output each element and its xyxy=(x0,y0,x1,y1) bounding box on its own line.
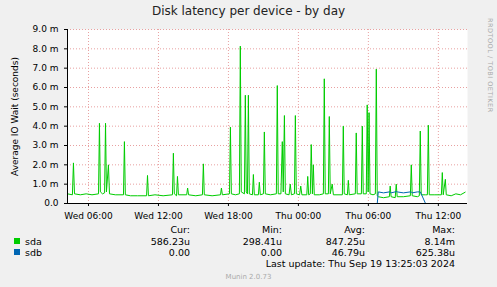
html-text:0.00: 0.00 xyxy=(260,247,282,258)
svg-text:5.0 m: 5.0 m xyxy=(33,102,59,112)
svg-text:Thu 06:00: Thu 06:00 xyxy=(345,211,392,221)
svg-text:Wed 06:00: Wed 06:00 xyxy=(64,211,113,221)
html-text:Max:: Max: xyxy=(432,224,455,235)
svg-text:Thu 12:00: Thu 12:00 xyxy=(414,211,461,221)
html-text:298.41u: 298.41u xyxy=(242,236,282,247)
html-text:Avg:: Avg: xyxy=(344,224,365,235)
html-text:0.00: 0.00 xyxy=(168,247,190,258)
svg-text:2.0 m: 2.0 m xyxy=(33,160,59,170)
html-text:Munin 2.0.73: Munin 2.0.73 xyxy=(225,273,272,281)
svg-text:9.0 m: 9.0 m xyxy=(33,24,59,34)
svg-text:Wed 12:00: Wed 12:00 xyxy=(134,211,183,221)
svg-text:Wed 18:00: Wed 18:00 xyxy=(204,211,253,221)
svg-text:Thu 00:00: Thu 00:00 xyxy=(275,211,322,221)
html-text:Disk latency per device - by d: Disk latency per device - by day xyxy=(151,4,346,18)
html-text:sda: sda xyxy=(25,236,42,247)
svg-text:8.0 m: 8.0 m xyxy=(33,44,59,54)
html-text:8.14m: 8.14m xyxy=(424,236,455,247)
html-text:RRDTOOL / TOBI OETIKER: RRDTOOL / TOBI OETIKER xyxy=(486,18,494,113)
html-text:847.25u: 847.25u xyxy=(325,236,365,247)
html-text:Cur:: Cur: xyxy=(170,224,190,235)
html-text:Min:: Min: xyxy=(261,224,282,235)
svg-text:Average IO Wait (seconds): Average IO Wait (seconds) xyxy=(10,57,20,176)
html-text:sdb: sdb xyxy=(25,247,42,258)
html-text:46.79u: 46.79u xyxy=(331,247,365,258)
html-text:Last update: Thu Sep 19 13:25:: Last update: Thu Sep 19 13:25:03 2024 xyxy=(265,258,455,269)
html-text:625.38u: 625.38u xyxy=(415,247,455,258)
svg-text:6.0 m: 6.0 m xyxy=(33,82,59,92)
html-text:586.23u: 586.23u xyxy=(150,236,190,247)
svg-text:7.0 m: 7.0 m xyxy=(33,63,59,73)
svg-text:3.0 m: 3.0 m xyxy=(33,140,59,150)
svg-text:0.0: 0.0 xyxy=(44,198,59,208)
svg-text:4.0 m: 4.0 m xyxy=(33,121,59,131)
svg-text:1.0 m: 1.0 m xyxy=(33,179,59,189)
